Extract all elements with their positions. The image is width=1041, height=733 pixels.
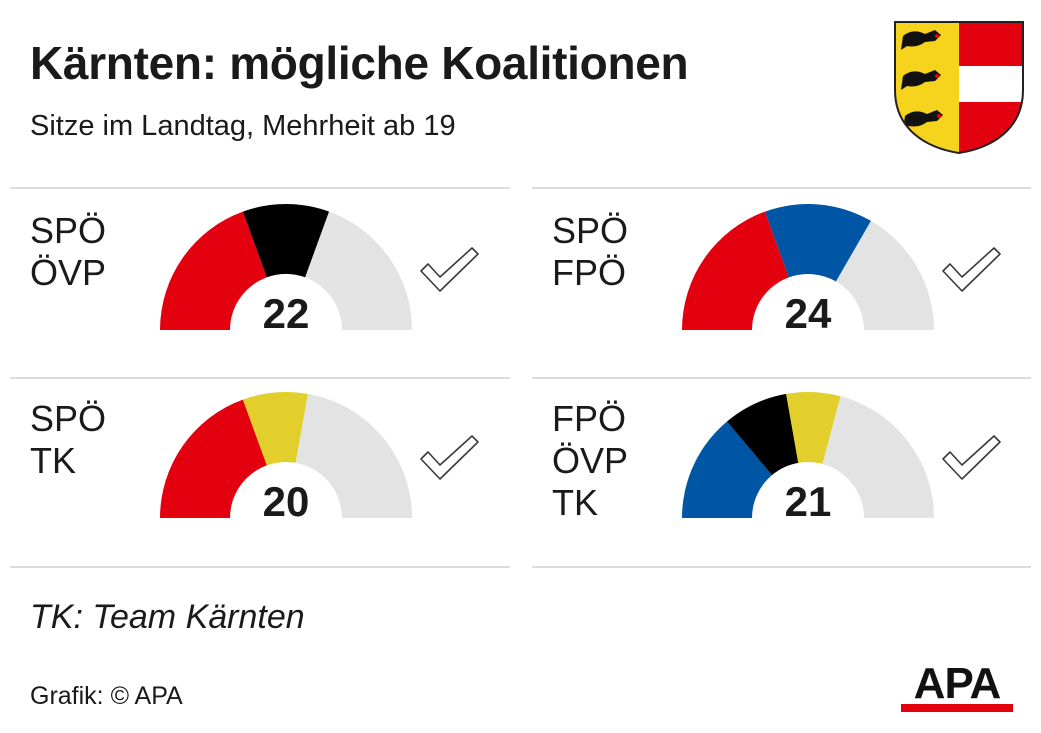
coalition-panel: SPÖ ÖVP 22 — [10, 192, 510, 374]
divider — [532, 187, 1031, 189]
seat-sum-label: 20 — [263, 478, 310, 525]
seat-segment-tk — [242, 392, 308, 466]
coalition-party-labels: SPÖ TK — [30, 398, 106, 482]
party-label: ÖVP — [552, 440, 629, 481]
seat-semicircle-chart: 21 — [682, 392, 934, 525]
seat-semicircle-chart: 24 — [682, 203, 934, 337]
seat-segment-fpö — [682, 421, 773, 518]
party-label: FPÖ — [552, 252, 627, 293]
seat-segment-fpö — [764, 203, 871, 282]
party-label: SPÖ — [30, 398, 107, 439]
seat-segment-rest — [836, 220, 934, 330]
party-label: ÖVP — [30, 252, 107, 293]
divider — [532, 377, 1031, 379]
divider — [10, 566, 510, 568]
coalition-party-labels: FPÖ ÖVP TK — [552, 398, 628, 524]
seat-sum-label: 21 — [785, 478, 832, 525]
footnote: TK: Team Kärnten — [30, 598, 305, 636]
coalition-party-labels: SPÖ FPÖ — [552, 210, 628, 294]
seat-segment-övp — [727, 393, 799, 476]
checkmark-icon — [942, 247, 1001, 292]
checkmark-icon — [420, 435, 479, 480]
chart-title: Kärnten: mögliche Koalitionen — [30, 37, 689, 89]
party-label: FPÖ — [552, 398, 627, 439]
apa-logo: APA — [901, 660, 1013, 712]
coalition-panel: FPÖ ÖVP TK 21 — [532, 380, 1032, 562]
apa-logo-text: APA — [914, 660, 1001, 708]
seat-segment-rest — [295, 393, 412, 518]
seat-sum-label: 24 — [785, 290, 832, 337]
seat-segment-spö — [160, 211, 267, 330]
chart-subtitle: Sitze im Landtag, Mehrheit ab 19 — [30, 110, 456, 142]
seat-segment-spö — [160, 399, 267, 518]
checkmark-icon — [942, 435, 1001, 480]
coalition-party-labels: SPÖ ÖVP — [30, 210, 106, 294]
party-label: TK — [552, 482, 599, 523]
kaernten-crest-icon — [894, 21, 1024, 155]
seat-segment-rest — [305, 211, 412, 330]
party-label: TK — [30, 440, 77, 481]
party-label: SPÖ — [30, 210, 107, 251]
seat-segment-tk — [786, 392, 841, 464]
checkmark-icon — [420, 247, 479, 292]
seat-segment-rest — [822, 396, 934, 518]
seat-semicircle-chart: 22 — [160, 204, 412, 337]
divider — [10, 377, 510, 379]
divider — [10, 187, 510, 189]
source-credit: Grafik: © APA — [30, 682, 183, 710]
coalition-panel: SPÖ FPÖ 24 — [532, 192, 1032, 374]
seat-sum-label: 22 — [263, 290, 310, 337]
divider — [532, 566, 1031, 568]
coalition-panel: SPÖ TK 20 — [10, 380, 510, 562]
apa-logo-bar — [901, 704, 1013, 712]
seat-segment-spö — [682, 211, 789, 330]
seat-semicircle-chart: 20 — [160, 392, 412, 525]
seat-segment-övp — [242, 204, 330, 278]
party-label: SPÖ — [552, 210, 629, 251]
